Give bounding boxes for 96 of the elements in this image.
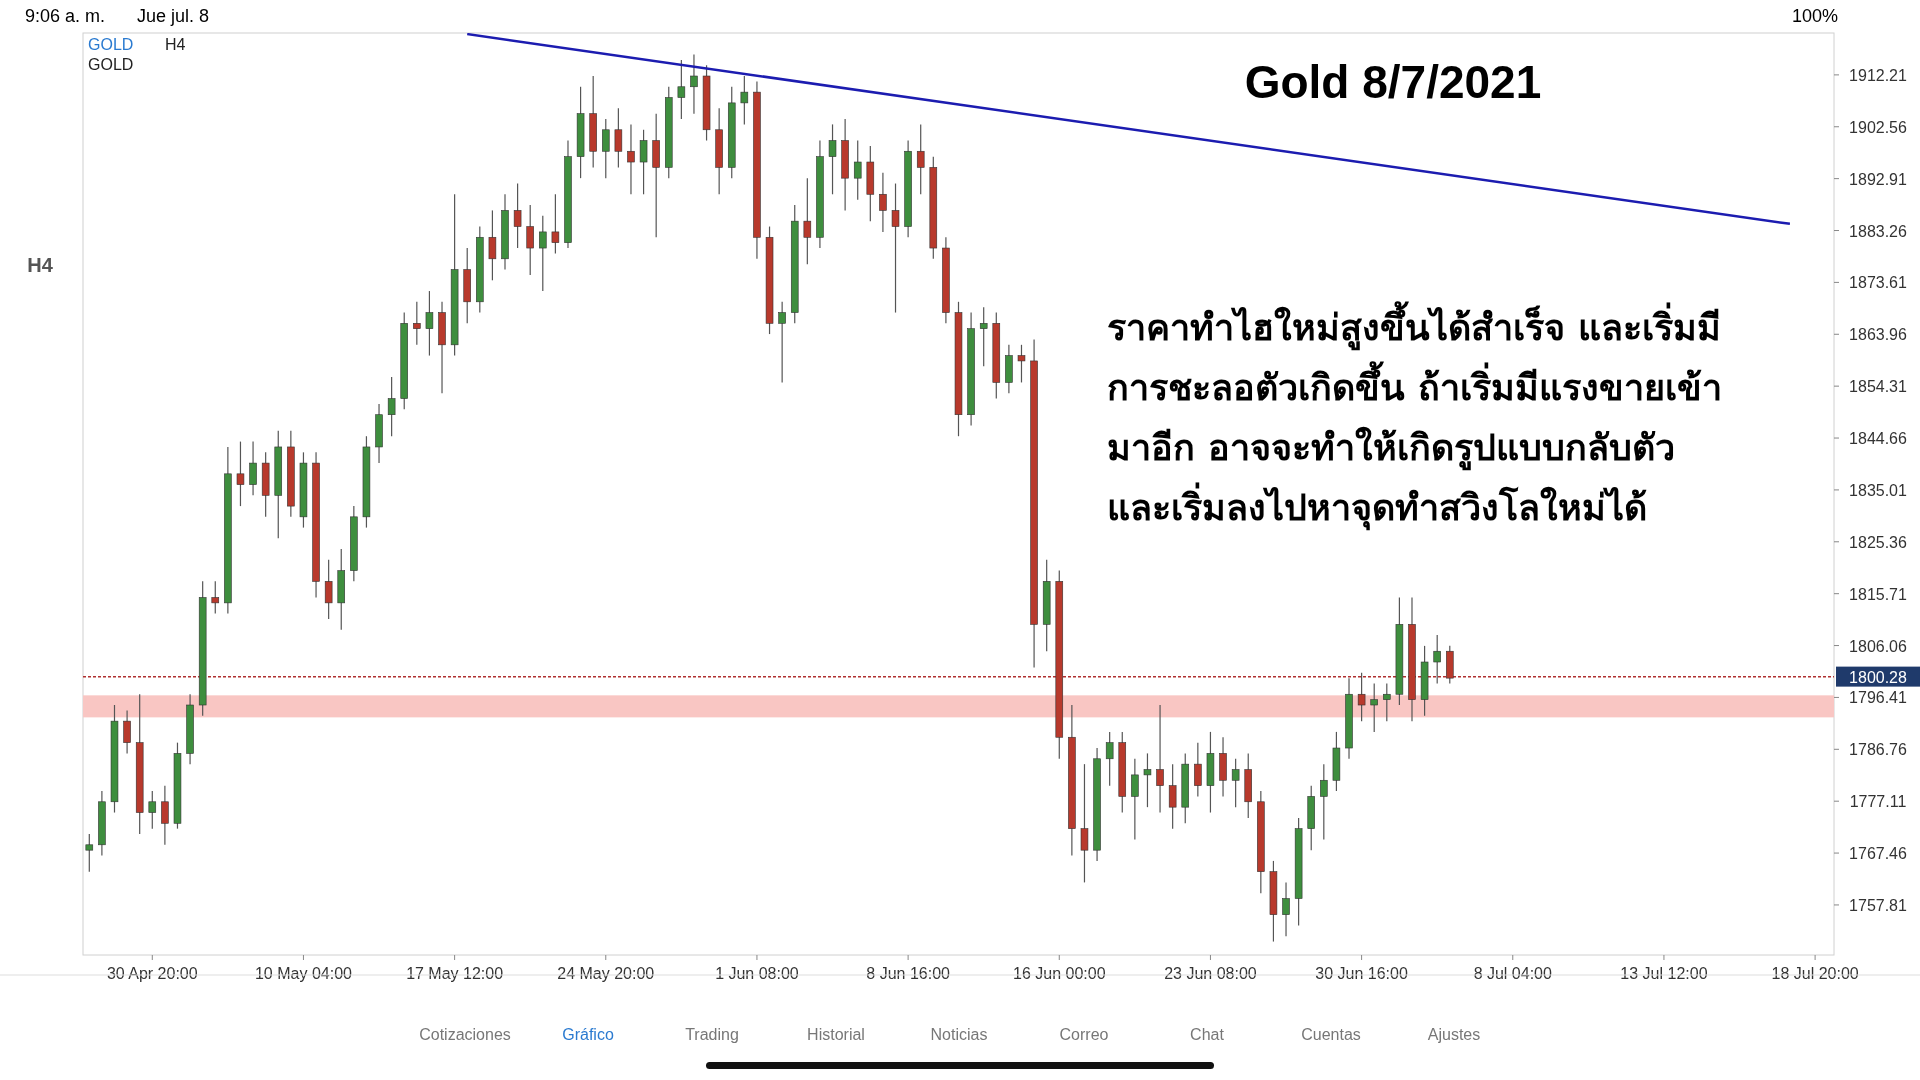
y-tick-label: 1902.56 [1849,118,1908,136]
text: Noticias [930,1026,988,1043]
annotation: ราคาทำไฮใหม่สูงขึ้นได้สำเร็จ และเริ่มมี [1107,301,1721,351]
candlestick [249,440,257,496]
y-tick-label: 1863.96 [1849,326,1908,344]
y-tick-label: 1912.21 [1849,66,1908,84]
text: Ajustes [1427,1026,1481,1043]
candlestick [891,182,900,314]
annotation: H4 [165,36,186,53]
candlestick [488,209,497,281]
y-tick-label: 1854.31 [1849,378,1908,396]
candlestick [1080,763,1089,884]
y-tick-label: 1806.06 [1849,637,1908,655]
candlestick [1370,682,1378,733]
text: 100% [1791,6,1838,26]
y-tick-label: 1844.66 [1849,430,1908,448]
candlestick [1168,763,1177,830]
candlestick [1017,344,1026,384]
x-tick-label: 30 Apr 20:00 [106,965,198,982]
candlestick [161,785,169,846]
candlestick [387,376,396,437]
x-tick-label: 24 May 20:00 [557,965,655,982]
candlestick [526,204,534,276]
x-tick-label: 30 Jun 16:00 [1315,965,1408,982]
text: Trading [685,1026,739,1043]
y-tick-label: 1786.76 [1849,741,1908,759]
annotation: GOLD [88,36,134,53]
candlestick [690,53,698,115]
candlestick [85,833,94,873]
candlestick [1282,881,1290,937]
x-tick-label: 10 May 04:00 [254,965,353,982]
text: Chat [1190,1026,1225,1043]
text: Gold 8/7/2021 [1244,56,1542,108]
y-tick-label: 1815.71 [1849,585,1908,603]
candlestick [425,290,434,357]
y-tick-label: 1835.01 [1849,481,1908,499]
y-tick-label: 1796.41 [1849,689,1908,707]
text: 9:06 a. m. [25,6,106,26]
y-tick-label: 1873.61 [1849,274,1908,292]
candlestick [513,182,522,249]
candlestick [1231,758,1240,808]
y-tick-label: 1767.46 [1849,845,1908,863]
text: Jue jul. 8 [137,6,210,26]
candlestick [413,301,421,346]
candlestick [1143,752,1152,808]
text: Historial [807,1026,865,1043]
candlestick [677,59,686,120]
candlestick [1131,758,1139,841]
x-tick-label: 1 Jun 08:00 [715,965,799,982]
text: Cuentas [1301,1026,1361,1043]
candlestick [614,107,623,168]
candlestick [1105,731,1114,787]
candlestick [148,790,157,830]
ref-line-label: 1800.28 [1849,668,1908,686]
candlestick [879,172,887,233]
candlestick [979,306,988,367]
x-tick-label: 16 Jun 00:00 [1013,965,1106,982]
candlestick [602,118,610,179]
y-tick-label: 1825.36 [1849,533,1908,551]
candlestick [1194,742,1202,798]
x-tick-label: 8 Jun 16:00 [866,965,951,982]
candlestick [1433,634,1441,685]
candlestick [236,440,245,507]
candlestick [853,139,862,201]
text: H4 [27,254,54,276]
candlestick [123,709,131,754]
candlestick [211,580,220,615]
candlestick [803,177,812,265]
text: Cotizaciones [419,1026,511,1043]
candlestick [551,193,560,255]
candlestick [1320,763,1328,841]
x-tick-label: 8 Jul 04:00 [1473,965,1553,982]
y-tick-label: 1757.81 [1849,896,1908,914]
candlestick [1383,682,1391,722]
y-tick-label: 1883.26 [1849,222,1908,240]
annotation: การชะลอตัวเกิดขึ้น ถ้าเริ่มมีแรงขายเข้า [1107,361,1722,408]
annotation: มาอีก อาจจะทำให้เกิดรูปแบบกลับตัว [1107,426,1675,471]
candlestick [740,75,749,125]
annotation: GOLD [88,56,134,73]
text: Gráfico [562,1026,614,1043]
text: Correo [1059,1026,1109,1043]
candlestick [778,301,786,384]
x-tick-label: 23 Jun 08:00 [1164,965,1257,982]
candlestick [627,123,635,195]
candlestick [639,129,648,195]
annotation: และเริ่มลงไปหาจุดทำสวิงโลใหม่ได้ [1107,482,1647,531]
y-tick-label: 1777.11 [1849,793,1907,811]
candlestick [539,215,547,292]
candlestick [1156,704,1164,814]
y-tick-label: 1892.91 [1849,170,1908,188]
candlestick [916,123,925,195]
candlestick [324,559,333,620]
x-tick-label: 18 Jul 20:00 [1771,965,1859,982]
candlestick [828,123,837,195]
x-tick-label: 13 Jul 12:00 [1620,965,1708,982]
x-tick-label: 17 May 12:00 [406,965,504,982]
